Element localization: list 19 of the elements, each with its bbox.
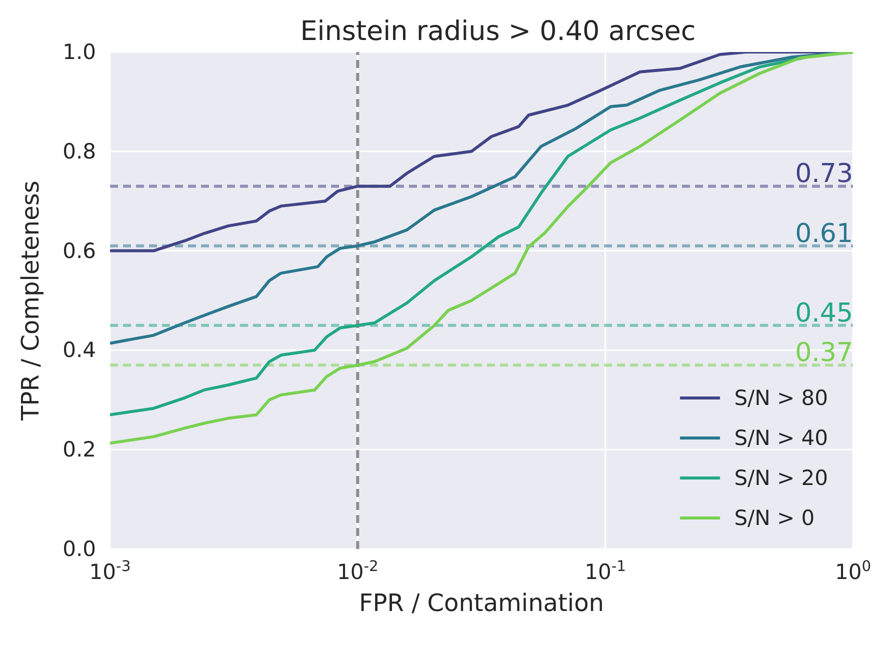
y-tick-label: 0.8 <box>62 139 96 164</box>
legend-label: S/N > 20 <box>734 466 828 490</box>
ref-line-label: 0.73 <box>795 159 853 190</box>
chart-title: Einstein radius > 0.40 arcsec <box>300 16 696 47</box>
ref-line-label: 0.45 <box>795 298 853 328</box>
ref-line-label: 0.37 <box>795 338 853 368</box>
x-axis-title: FPR / Contamination <box>358 589 604 617</box>
legend-label: S/N > 40 <box>734 426 828 450</box>
x-tick-label: 10$^{-1}$ <box>584 558 626 584</box>
x-tick-label: 10$^{-2}$ <box>336 558 378 584</box>
y-axis-title: TPR / Completeness <box>16 180 45 422</box>
x-tick-label: 10$^{0}$ <box>834 558 872 584</box>
y-tick-label: 0.6 <box>62 238 96 263</box>
y-tick-label: 1.0 <box>62 40 96 64</box>
legend-label: S/N > 0 <box>734 506 815 530</box>
legend-label: S/N > 80 <box>734 386 828 410</box>
y-tick-label: 0.2 <box>62 438 96 462</box>
y-tick-label: 0.4 <box>62 338 96 362</box>
ref-line-label: 0.61 <box>795 218 853 249</box>
